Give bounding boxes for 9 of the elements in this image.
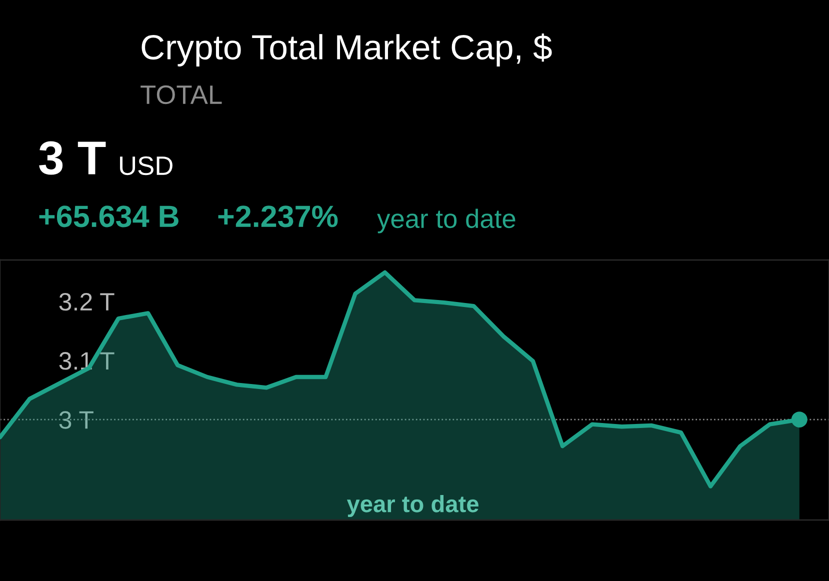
text: +2.237% bbox=[218, 206, 338, 228]
annotation: year to date bbox=[346, 494, 478, 518]
text: year to date bbox=[377, 208, 516, 234]
text: +65.634 B bbox=[39, 206, 178, 228]
y-tick-label: 3.2 T bbox=[59, 292, 114, 311]
y-tick-label: 3 T bbox=[59, 411, 94, 429]
chart-title: Crypto Total Market Cap, $ bbox=[142, 34, 552, 66]
chart-subtitle: TOTAL bbox=[140, 85, 222, 104]
text: USD bbox=[120, 156, 172, 176]
